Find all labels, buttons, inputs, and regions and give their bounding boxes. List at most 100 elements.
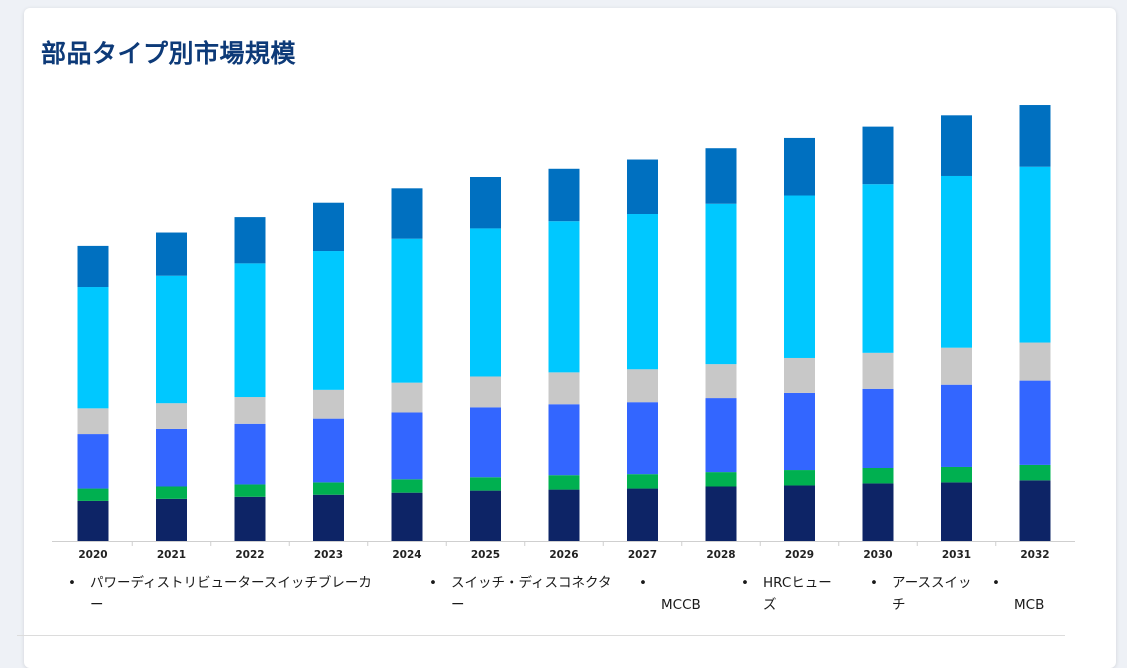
- x-tick-label: 2025: [471, 549, 500, 561]
- bar-segment-2023-s2: [313, 418, 344, 483]
- bar-group-2020: [77, 245, 109, 541]
- bar-segment-2032-s4: [1019, 166, 1051, 343]
- x-tick-label: 2022: [235, 549, 264, 561]
- bar-segment-2025-s5: [470, 177, 501, 229]
- bar-segment-2030-s5: [862, 126, 894, 185]
- legend-label: HRCヒュー: [763, 575, 832, 591]
- bar-segment-2030-s4: [862, 184, 894, 353]
- bar-segment-2024-s1: [391, 479, 423, 493]
- bar-segment-2024-s0: [391, 492, 423, 541]
- legend-label: ー: [90, 597, 104, 613]
- x-tick-label: 2023: [314, 549, 343, 561]
- x-tick-label: 2031: [942, 549, 971, 561]
- bar-segment-2027-s1: [627, 474, 658, 489]
- legend-label: スイッチ・ディスコネクタ: [451, 575, 612, 591]
- legend-item: • MCB: [992, 572, 1044, 616]
- bar-segment-2028-s0: [705, 486, 737, 541]
- bar-segment-2032-s5: [1019, 105, 1051, 167]
- legend-item: • アーススイッチ: [870, 572, 972, 616]
- bar-segment-2031-s3: [941, 347, 972, 385]
- bar-segment-2021-s4: [156, 275, 187, 404]
- bar-segment-2022-s4: [234, 263, 266, 398]
- bar-segment-2029-s2: [784, 392, 815, 471]
- bar-segment-2028-s4: [705, 203, 737, 365]
- stacked-bar-chart: 2020 2021 2022 2023 2024 2025 2026 2027 2028 2029…: [52, 105, 1075, 561]
- bar-segment-2024-s3: [391, 382, 423, 413]
- x-tick-label: 2029: [785, 549, 814, 561]
- x-tick-label: 2026: [549, 549, 578, 561]
- bar-segment-2024-s4: [391, 238, 423, 383]
- bar-segment-2027-s0: [627, 488, 658, 541]
- bar-segment-2025-s2: [470, 407, 501, 478]
- bar-segment-2022-s1: [234, 484, 266, 497]
- bar-segment-2025-s3: [470, 376, 501, 408]
- x-tick-label: 2032: [1020, 549, 1049, 561]
- bar-segment-2021-s3: [156, 403, 187, 429]
- bar-segment-2032-s3: [1019, 342, 1051, 381]
- bar-group-2030: [862, 126, 894, 541]
- bar-segment-2028-s3: [705, 364, 737, 399]
- x-tick-label: 2020: [78, 549, 107, 561]
- legend-bullet-icon: •: [429, 575, 437, 591]
- bar-segment-2022-s3: [234, 397, 266, 424]
- bar-segment-2024-s2: [391, 412, 423, 480]
- legend-bullet-icon: •: [870, 575, 878, 591]
- bar-group-2025: [470, 177, 501, 541]
- bar-segment-2025-s4: [470, 228, 501, 377]
- legend-label: チ: [892, 597, 906, 613]
- bar-segment-2025-s1: [470, 477, 501, 491]
- bar-segment-2031-s4: [941, 175, 972, 348]
- legend-label: ー: [451, 597, 465, 613]
- bar-segment-2031-s5: [941, 115, 972, 176]
- bar-segment-2030-s1: [862, 467, 894, 484]
- bar-segment-2020-s4: [77, 287, 109, 409]
- x-tick-label: 2021: [157, 549, 186, 561]
- bar-group-2031: [941, 115, 972, 541]
- legend-label: ズ: [763, 597, 777, 613]
- bar-segment-2023-s4: [313, 251, 344, 390]
- bar-segment-2028-s5: [705, 148, 737, 204]
- bar-segment-2031-s2: [941, 384, 972, 467]
- bar-segment-2027-s4: [627, 214, 658, 370]
- x-tick-label: 2030: [863, 549, 892, 561]
- bar-segment-2030-s3: [862, 352, 894, 389]
- bar-group-2027: [627, 159, 658, 541]
- bar-segment-2020-s2: [77, 434, 109, 489]
- bar-segment-2029-s3: [784, 357, 815, 393]
- bar-segment-2024-s5: [391, 188, 423, 239]
- legend-label: MCCB: [661, 597, 701, 613]
- bar-segment-2027-s3: [627, 369, 658, 403]
- bar-segment-2032-s0: [1019, 480, 1051, 541]
- legend-bullet-icon: •: [639, 575, 647, 591]
- bar-segment-2023-s0: [313, 494, 344, 541]
- bar-group-2024: [391, 188, 423, 541]
- bar-group-2028: [705, 148, 737, 541]
- bar-segment-2022-s0: [234, 496, 266, 541]
- bar-group-2022: [234, 217, 266, 541]
- legend-item: • スイッチ・ディスコネクター: [429, 572, 612, 616]
- bar-segment-2028-s2: [705, 398, 737, 473]
- bar-segment-2029-s0: [784, 485, 815, 541]
- bar-segment-2021-s1: [156, 486, 187, 499]
- bar-segment-2026-s1: [548, 475, 580, 490]
- bar-segment-2031-s1: [941, 466, 972, 483]
- bar-segment-2020-s3: [77, 408, 109, 435]
- page-title: 部品タイプ別市場規模: [41, 39, 297, 68]
- legend-bullet-icon: •: [68, 575, 76, 591]
- bar-group-2023: [313, 202, 344, 541]
- bar-group-2032: [1019, 105, 1051, 541]
- bar-group-2021: [156, 232, 187, 541]
- bar-segment-2026-s0: [548, 489, 580, 541]
- bar-segment-2023-s3: [313, 389, 344, 419]
- bar-group-2026: [548, 168, 580, 541]
- bar-segment-2025-s0: [470, 490, 501, 541]
- bar-segment-2028-s1: [705, 472, 737, 487]
- bar-segment-2023-s5: [313, 202, 344, 252]
- legend-label: アーススイッ: [892, 575, 972, 591]
- bar-segment-2032-s2: [1019, 380, 1051, 465]
- bar-segment-2026-s4: [548, 221, 580, 373]
- bar-segment-2020-s5: [77, 245, 109, 288]
- legend-item: • MCCB: [639, 572, 701, 616]
- x-tick-label: 2028: [706, 549, 735, 561]
- bar-segment-2021-s0: [156, 498, 187, 541]
